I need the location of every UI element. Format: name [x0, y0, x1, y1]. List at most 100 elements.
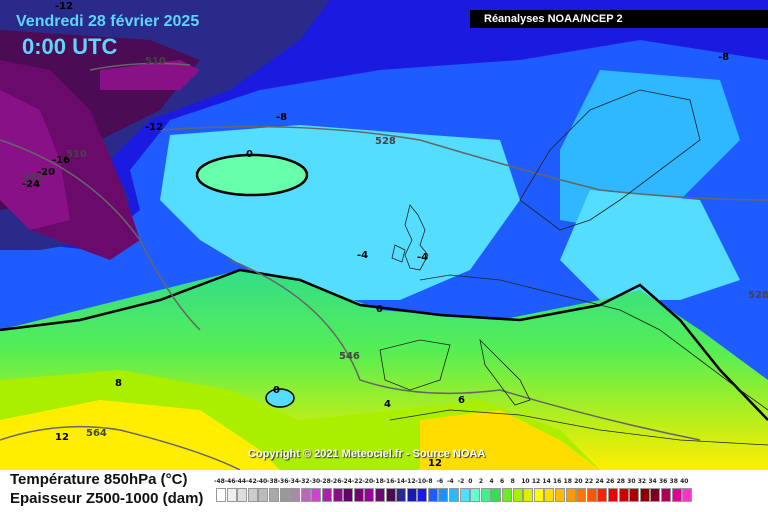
scale-tick-label: 18 — [563, 478, 572, 485]
scale-cell: -42 — [246, 478, 259, 502]
scale-swatch — [385, 488, 396, 502]
cold-pocket-spain — [265, 388, 295, 408]
scale-tick-label: 14 — [542, 478, 551, 485]
scale-tick-label: -10 — [415, 478, 427, 485]
scale-cell: 24 — [595, 478, 608, 502]
thickness-label: 528 — [375, 136, 396, 147]
hot-zone-africa-fill — [420, 410, 600, 470]
scale-swatch — [321, 488, 332, 502]
scale-tick-label: 0 — [468, 478, 473, 485]
scale-cell: -36 — [277, 478, 291, 502]
scale-cell: -22 — [352, 478, 365, 502]
scale-cell: 4 — [489, 478, 502, 502]
scale-swatch — [650, 488, 661, 502]
temp-label: -4 — [357, 250, 368, 261]
eastern-europe-zone-fill — [560, 190, 740, 300]
temp-label: -8 — [276, 112, 287, 123]
scale-cell: 20 — [574, 478, 587, 502]
legend-title-thickness: Epaisseur Z500-1000 (dam) — [10, 490, 204, 507]
scale-swatch — [226, 488, 237, 502]
scale-tick-label: 6 — [500, 478, 505, 485]
thickness-label: 510 — [66, 149, 87, 160]
scale-tick-label: -24 — [341, 478, 352, 485]
thickness-line-510-north — [89, 62, 191, 71]
scale-swatch — [523, 488, 534, 502]
scale-cell: 22 — [585, 478, 598, 502]
scale-swatch — [470, 488, 481, 502]
scale-tick-label: 28 — [616, 478, 625, 485]
scale-tick-label: 12 — [531, 478, 541, 485]
scale-swatch — [237, 488, 248, 502]
scale-tick-label: 36 — [658, 478, 668, 485]
scale-swatch — [576, 488, 587, 502]
temp-label: 6 — [458, 395, 465, 406]
scale-cell: 6 — [500, 478, 513, 502]
scale-cell: 26 — [605, 478, 619, 502]
scale-cell: -24 — [341, 478, 354, 502]
scale-tick-label: -36 — [277, 478, 289, 485]
scale-swatch — [512, 488, 523, 502]
scale-tick-label: 34 — [648, 478, 657, 485]
scale-swatch — [533, 488, 544, 502]
scale-swatch — [618, 488, 629, 502]
scale-cell: -6 — [436, 478, 449, 502]
scale-tick-label: -48 — [214, 478, 225, 485]
coastline-ireland — [391, 244, 406, 263]
cold-pool-north-fill — [100, 60, 200, 90]
scale-swatch — [660, 488, 671, 502]
scale-swatch — [353, 488, 364, 502]
scale-cell: -46 — [225, 478, 238, 502]
scale-swatch — [544, 488, 555, 502]
scale-swatch — [639, 488, 650, 502]
source-banner: Réanalyses NOAA/NCEP 2 — [470, 10, 768, 28]
temp-label: 0 — [376, 304, 383, 315]
scale-tick-label: 16 — [553, 478, 562, 485]
scale-cell: -18 — [373, 478, 386, 502]
coastline-italy — [479, 338, 531, 406]
scale-tick-label: 40 — [680, 478, 689, 485]
scale-swatch — [597, 488, 608, 502]
scale-swatch — [491, 488, 502, 502]
scale-tick-label: 10 — [521, 478, 530, 485]
temp-label: -16 — [52, 155, 70, 166]
thickness-labels: 510 510 492 528 528 546 564 — [23, 56, 768, 439]
scale-tick-label: -38 — [266, 478, 278, 485]
coastline-europe-north — [419, 274, 768, 411]
coastlines — [379, 89, 768, 446]
scale-tick-label: 24 — [595, 478, 604, 485]
scale-tick-label: 30 — [627, 478, 636, 485]
scale-tick-label: 20 — [574, 478, 583, 485]
scale-swatch — [406, 488, 417, 502]
thickness-line-510 — [0, 139, 201, 331]
scale-tick-label: -20 — [362, 478, 374, 485]
thickness-line-564 — [0, 425, 241, 470]
scale-cell: 32 — [638, 478, 651, 502]
scale-cell: -26 — [330, 478, 344, 502]
scale-cell: -20 — [362, 478, 375, 502]
scale-cell: -38 — [266, 478, 280, 502]
temp-label: -24 — [22, 179, 40, 190]
zero-isotherm-line — [0, 268, 768, 421]
scale-cell: -30 — [309, 478, 322, 502]
scale-swatch — [258, 488, 269, 502]
color-scale: -48 -46 -44 -42 -40 -38 -36 -34 -32 -30 -28 -26 -24-… — [214, 478, 693, 502]
arctic-core-inner-fill — [0, 90, 70, 230]
scale-swatch — [438, 488, 449, 502]
scale-cell: 28 — [616, 478, 630, 502]
forecast-date: Vendredi 28 février 2025 — [16, 13, 200, 30]
thickness-label: 546 — [339, 351, 360, 362]
scale-cell: 30 — [627, 478, 640, 502]
scale-swatch — [629, 488, 640, 502]
scale-tick-label: -26 — [330, 478, 342, 485]
coastline-britain — [404, 204, 429, 271]
scale-cell: -2 — [458, 478, 471, 502]
scale-cell: -34 — [288, 478, 301, 502]
scale-tick-label: -14 — [394, 478, 405, 485]
scale-tick-label: 26 — [605, 478, 615, 485]
temp-label: -12 — [145, 122, 163, 133]
scale-tick-label: -34 — [288, 478, 299, 485]
coastline-north-africa — [389, 409, 768, 446]
scale-tick-label: -12 — [404, 478, 416, 485]
scale-tick-label: 38 — [669, 478, 678, 485]
scale-cell: 36 — [658, 478, 672, 502]
